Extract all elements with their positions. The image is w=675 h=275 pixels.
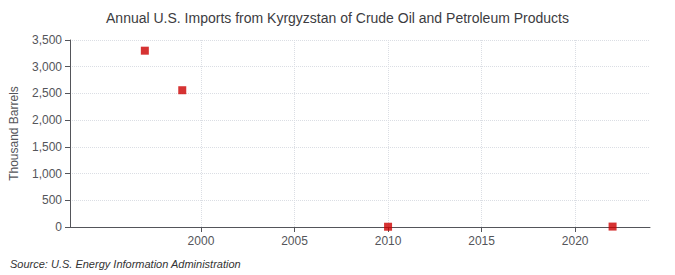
svg-text:0: 0 [55,220,62,234]
svg-text:2005: 2005 [281,234,308,248]
svg-text:2,000: 2,000 [32,113,62,127]
svg-text:Thousand Barrels: Thousand Barrels [7,86,21,181]
svg-text:2000: 2000 [188,234,215,248]
svg-text:2010: 2010 [375,234,402,248]
svg-text:1,500: 1,500 [32,140,62,154]
svg-text:2,500: 2,500 [32,86,62,100]
svg-text:1,000: 1,000 [32,167,62,181]
svg-text:500: 500 [42,193,62,207]
svg-text:3,500: 3,500 [32,33,62,47]
svg-text:Source: U.S. Energy Informatio: Source: U.S. Energy Information Administ… [10,258,241,270]
svg-text:2015: 2015 [468,234,495,248]
svg-text:3,000: 3,000 [32,60,62,74]
svg-text:2020: 2020 [562,234,589,248]
svg-text:Annual U.S. Imports from Kyrgy: Annual U.S. Imports from Kyrgyzstan of C… [106,10,569,26]
